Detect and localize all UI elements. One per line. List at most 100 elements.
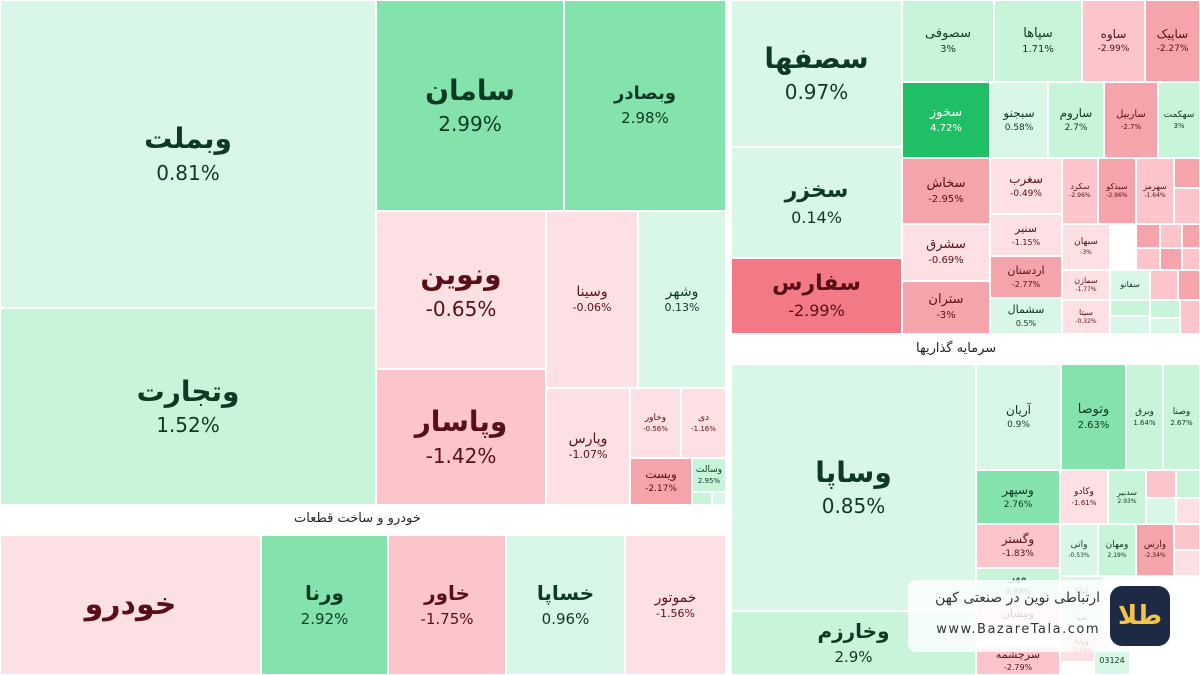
tile-25[interactable]: ساپیک -2.27% xyxy=(1145,0,1200,82)
tile-name: خاور xyxy=(424,580,470,605)
tile-44[interactable]: سیتا -0.32% xyxy=(1062,300,1110,334)
tile-change: 4.72% xyxy=(930,122,962,134)
tile-1[interactable]: وبملت 0.81% xyxy=(0,0,376,308)
tile-name: ساروم xyxy=(1059,105,1093,120)
tile-55[interactable]: واتی -0.53% xyxy=(1060,524,1098,576)
tile-change: -2.7% xyxy=(1120,122,1142,131)
tile-18[interactable]: خموتور -1.56% xyxy=(625,535,726,675)
tile-7[interactable]: وشهر 0.13% xyxy=(638,211,726,388)
tile-43[interactable]: سشمال 0.5% xyxy=(990,298,1062,334)
filler-tile-17 xyxy=(1176,470,1200,498)
tile-change: -2.77% xyxy=(1011,279,1041,289)
tile-33[interactable]: سکرد -2.96% xyxy=(1062,158,1098,224)
tile-name: سامان xyxy=(425,73,515,107)
tile-15[interactable]: ورنا 2.92% xyxy=(261,535,388,675)
tile-52[interactable]: وکادو -1.61% xyxy=(1060,470,1108,524)
tile-name: وبصادر xyxy=(613,82,677,104)
tile-name: وخارزم xyxy=(817,618,890,643)
tile-16[interactable]: خاور -1.75% xyxy=(388,535,506,675)
tile-35[interactable]: سهرمز -1.64% xyxy=(1136,158,1174,224)
tile-40[interactable]: سمازن -1.77% xyxy=(1062,270,1110,300)
tile-49[interactable]: وبرق 1.64% xyxy=(1126,364,1163,470)
tile-41[interactable]: سفانو xyxy=(1110,270,1150,300)
tile-change: -2.79% xyxy=(1003,663,1033,673)
filler-tile-7 xyxy=(1160,248,1182,270)
tile-6[interactable]: وسینا -0.06% xyxy=(546,211,638,388)
tile-change: 0.96% xyxy=(541,609,590,628)
tile-name: ومهان xyxy=(1105,540,1129,551)
tile-13[interactable]: وسالت 2.95% xyxy=(692,458,726,492)
tile-5[interactable]: ونوین -0.65% xyxy=(376,211,546,369)
tile-30[interactable]: سهکمت 3% xyxy=(1158,82,1200,158)
tile-27[interactable]: سبجنو 0.58% xyxy=(990,82,1048,158)
tile-37[interactable]: سشرق -0.69% xyxy=(902,224,990,281)
tile-57[interactable]: وارس -2.34% xyxy=(1136,524,1174,576)
tile-name: سفانو xyxy=(1120,280,1140,290)
tile-32[interactable]: سغرب -0.49% xyxy=(990,158,1062,214)
tile-38[interactable]: سبهان -3% xyxy=(1062,224,1110,270)
tile-39[interactable]: اردستان -2.77% xyxy=(990,256,1062,298)
tile-change: -2.17% xyxy=(645,484,677,495)
tile-name: سیدکو xyxy=(1106,181,1128,191)
tile-name: ساوه xyxy=(1100,26,1127,41)
tile-48[interactable]: وتوصا 2.63% xyxy=(1061,364,1126,470)
tile-change: -2.96% xyxy=(1106,192,1128,200)
tile-name: وشهر xyxy=(665,284,699,301)
tile-name: سغرب xyxy=(1009,171,1043,186)
filler-tile-18 xyxy=(1146,498,1176,524)
tile-name: ورنا xyxy=(305,580,344,605)
tile-31[interactable]: سخاش -2.95% xyxy=(902,158,990,224)
tile-11[interactable]: دی -1.16% xyxy=(681,388,726,458)
tile-name: سمازن xyxy=(1074,275,1098,285)
tile-53[interactable]: سدبیر 2.93% xyxy=(1108,470,1146,524)
tile-21[interactable]: سفارس -2.99% xyxy=(731,258,902,334)
tile-56[interactable]: ومهان 2.19% xyxy=(1098,524,1136,576)
tile-14[interactable]: خودرو xyxy=(0,535,261,675)
tile-change: 1.71% xyxy=(1022,43,1054,55)
tile-change: 2.92% xyxy=(300,609,349,628)
tile-name: اردستان xyxy=(1007,264,1045,278)
tile-26[interactable]: سخوز 4.72% xyxy=(902,82,990,158)
tile-4[interactable]: وبصادر 2.98% xyxy=(564,0,726,211)
tile-8[interactable]: وپاسار -1.42% xyxy=(376,369,546,505)
tile-34[interactable]: سیدکو -2.96% xyxy=(1098,158,1136,224)
tile-36[interactable]: سنیر -1.15% xyxy=(990,214,1062,256)
tile-change: 1.52% xyxy=(156,413,220,438)
tile-name: ستران xyxy=(928,292,964,308)
tile-change: -1.56% xyxy=(656,606,695,620)
tile-change: -0.53% xyxy=(1068,551,1090,559)
tile-3[interactable]: سامان 2.99% xyxy=(376,0,564,211)
tile-name: سشرق xyxy=(926,237,966,253)
tile-10[interactable]: وخاور -0.56% xyxy=(630,388,681,458)
tile-17[interactable]: خساپا 0.96% xyxy=(506,535,625,675)
tile-change: 3% xyxy=(940,43,956,55)
filler-tile-6 xyxy=(1136,248,1160,270)
tile-name: وگستر xyxy=(1001,531,1035,546)
tile-47[interactable]: آریان 0.9% xyxy=(976,364,1061,470)
tile-19[interactable]: سصفها 0.97% xyxy=(731,0,902,147)
tile-23[interactable]: سپاها 1.71% xyxy=(994,0,1082,82)
tile-2[interactable]: وتجارت 1.52% xyxy=(0,308,376,505)
tile-29[interactable]: ساربیل -2.7% xyxy=(1104,82,1158,158)
tile-50[interactable]: وصنا 2.67% xyxy=(1163,364,1200,470)
filler-tile-4 xyxy=(1160,224,1182,248)
tile-54[interactable]: وگستر -1.83% xyxy=(976,524,1060,568)
tile-change: 2.93% xyxy=(1117,498,1137,506)
tile-28[interactable]: ساروم 2.7% xyxy=(1048,82,1104,158)
bazaretala-logo: طلا xyxy=(1110,586,1170,646)
tile-9[interactable]: وپارس -1.07% xyxy=(546,388,630,505)
tile-22[interactable]: سصوفی 3% xyxy=(902,0,994,82)
tile-change: -1.07% xyxy=(568,448,608,462)
tile-24[interactable]: ساوه -2.99% xyxy=(1082,0,1145,82)
tile-name: وسالت xyxy=(695,464,723,475)
tile-name: سخوز xyxy=(929,104,963,120)
tile-name: خموتور xyxy=(654,589,697,606)
tile-name: وتوصا xyxy=(1077,401,1110,417)
tile-name: وبرق xyxy=(1135,406,1154,417)
tile-45[interactable]: وساپا 0.85% xyxy=(731,364,976,611)
tile-42[interactable]: ستران -3% xyxy=(902,281,990,334)
tile-12[interactable]: ویست -2.17% xyxy=(630,458,692,505)
tile-51[interactable]: وسپهر 2.76% xyxy=(976,470,1060,524)
tile-20[interactable]: سخزر 0.14% xyxy=(731,147,902,258)
tile-change: -1.83% xyxy=(1002,548,1034,559)
